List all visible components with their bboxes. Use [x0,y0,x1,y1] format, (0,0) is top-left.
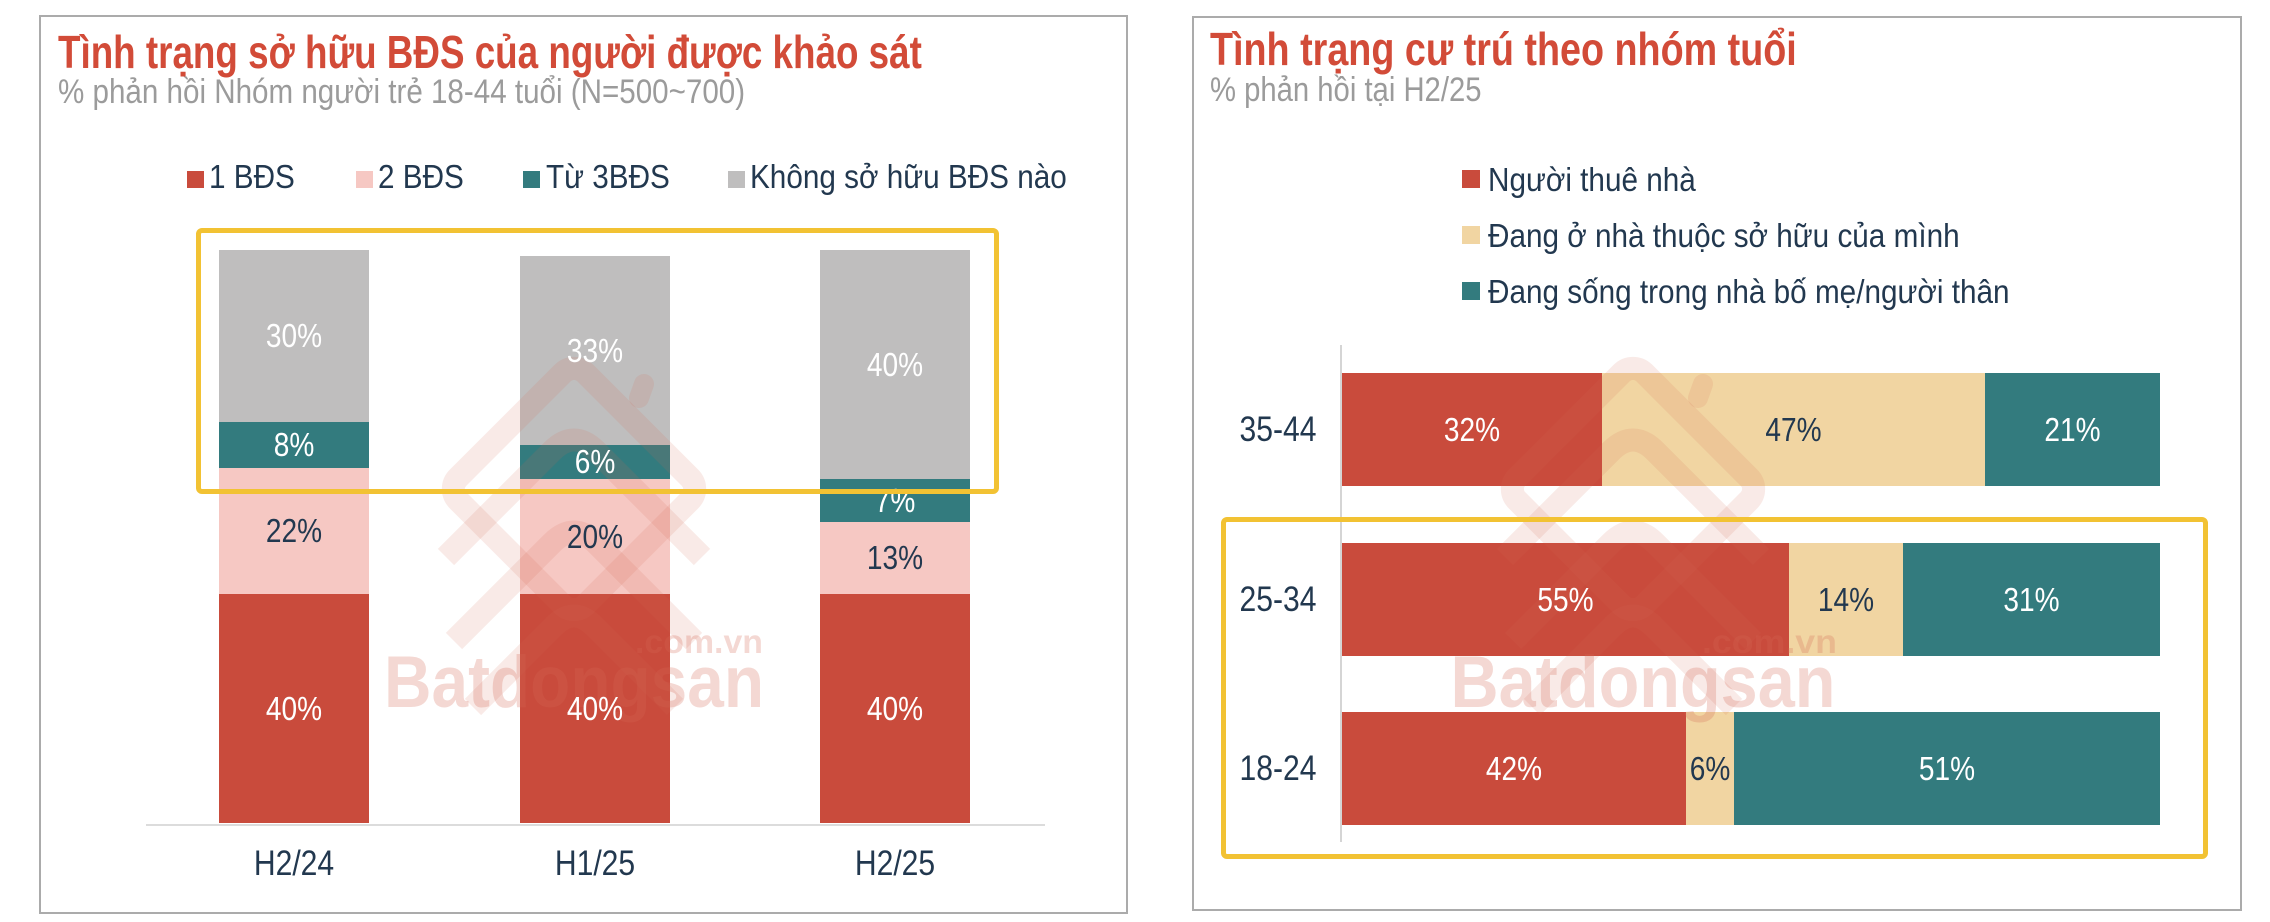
svg-text:Batdongsan: Batdongsan [1451,642,1836,723]
svg-text:Batdongsan: Batdongsan [384,642,764,723]
svg-text:.com.vn: .com.vn [635,623,763,660]
svg-text:.com.vn: .com.vn [1702,623,1837,660]
